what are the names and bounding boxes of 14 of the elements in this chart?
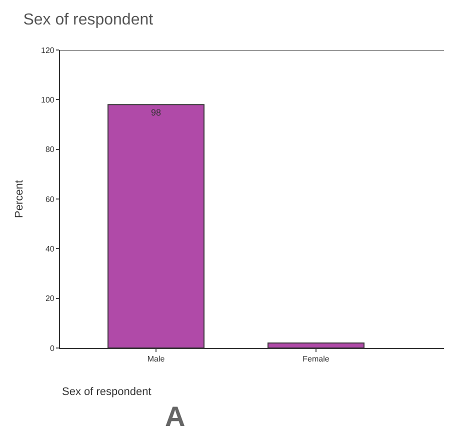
y-tick-label: 100 <box>41 95 55 104</box>
x-tick-label: Female <box>302 354 330 364</box>
x-axis-title: Sex of respondent <box>62 386 152 398</box>
y-tick-label: 60 <box>45 194 55 204</box>
x-tick-label: Male <box>147 354 166 364</box>
y-tick-label: 20 <box>45 294 55 304</box>
y-tick-label: 40 <box>45 244 55 254</box>
text: A <box>165 401 186 432</box>
y-tick-label: 0 <box>50 344 55 353</box>
y-tick-label: 120 <box>41 46 55 55</box>
y-tick-label: 80 <box>45 145 55 154</box>
chart-title: Sex of respondent <box>23 11 154 28</box>
data-label: 98 <box>150 108 162 118</box>
y-axis-title: Percent <box>14 180 26 218</box>
